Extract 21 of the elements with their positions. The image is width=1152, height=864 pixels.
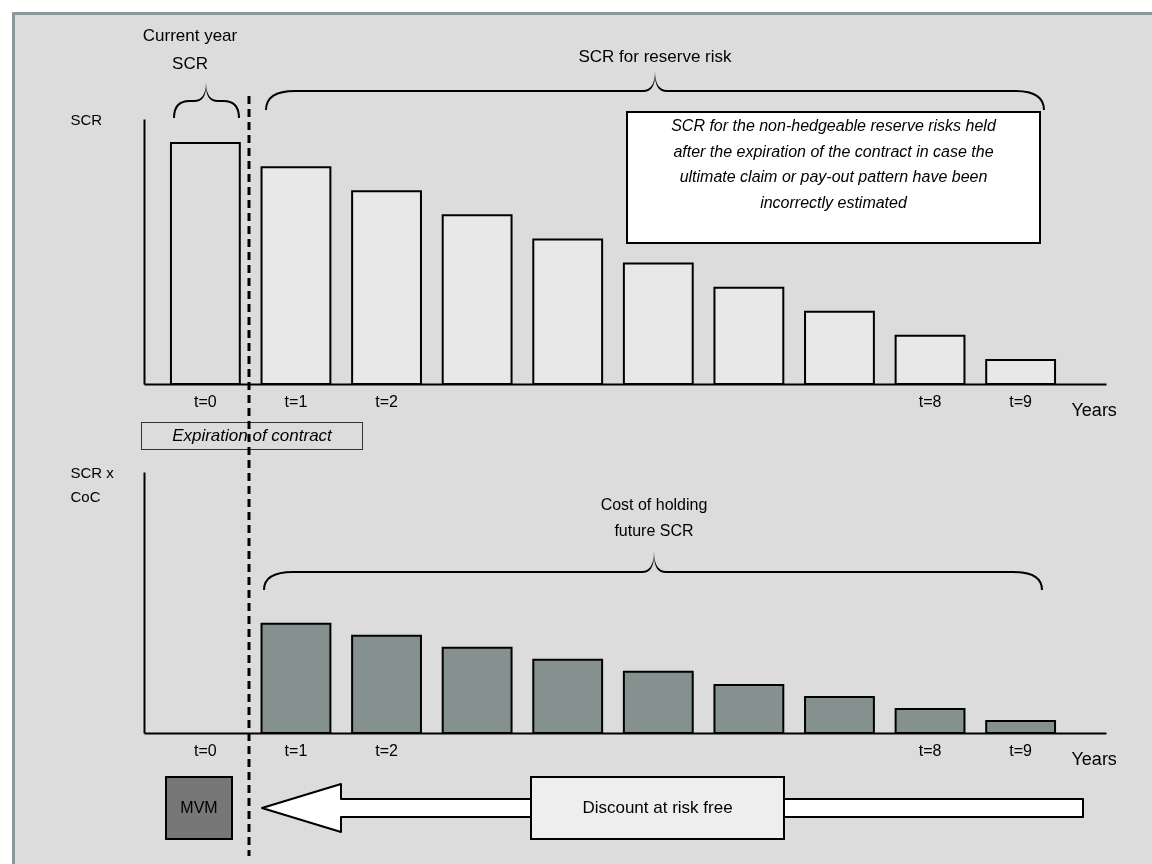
- x-tick-label: t=0: [194, 741, 217, 759]
- x-tick-label: t=2: [375, 741, 398, 759]
- x-tick-label: t=8: [918, 392, 942, 410]
- y-axis-title: SCR: [70, 110, 103, 128]
- text: SCR for reserve risk: [577, 46, 733, 68]
- text: Expiration of contract: [141, 422, 363, 450]
- x-tick-label: t=2: [375, 392, 398, 410]
- x-tick-label: t=8: [918, 741, 942, 759]
- text: Cost of holding future SCR: [599, 495, 709, 541]
- x-tick-label: t=1: [284, 392, 308, 410]
- x-tick-label: t=1: [284, 741, 308, 759]
- text: MVM: [165, 776, 233, 840]
- x-tick-label: t=9: [1009, 741, 1033, 759]
- text: Current year SCR: [141, 25, 239, 75]
- annotation: SCR for the non-hedgeable reserve risks held after the expiration of the contract in case the ultimate claim or pay-out pattern have been incorrectly estimated: [626, 111, 1041, 244]
- x-tick-label: t=0: [194, 392, 217, 410]
- x-axis-title: Years: [1071, 399, 1117, 420]
- y-axis-title: SCR x CoC: [70, 463, 115, 505]
- x-tick-label: t=9: [1009, 392, 1033, 410]
- x-axis-title: Years: [1071, 748, 1117, 769]
- text: Discount at risk free: [530, 776, 785, 840]
